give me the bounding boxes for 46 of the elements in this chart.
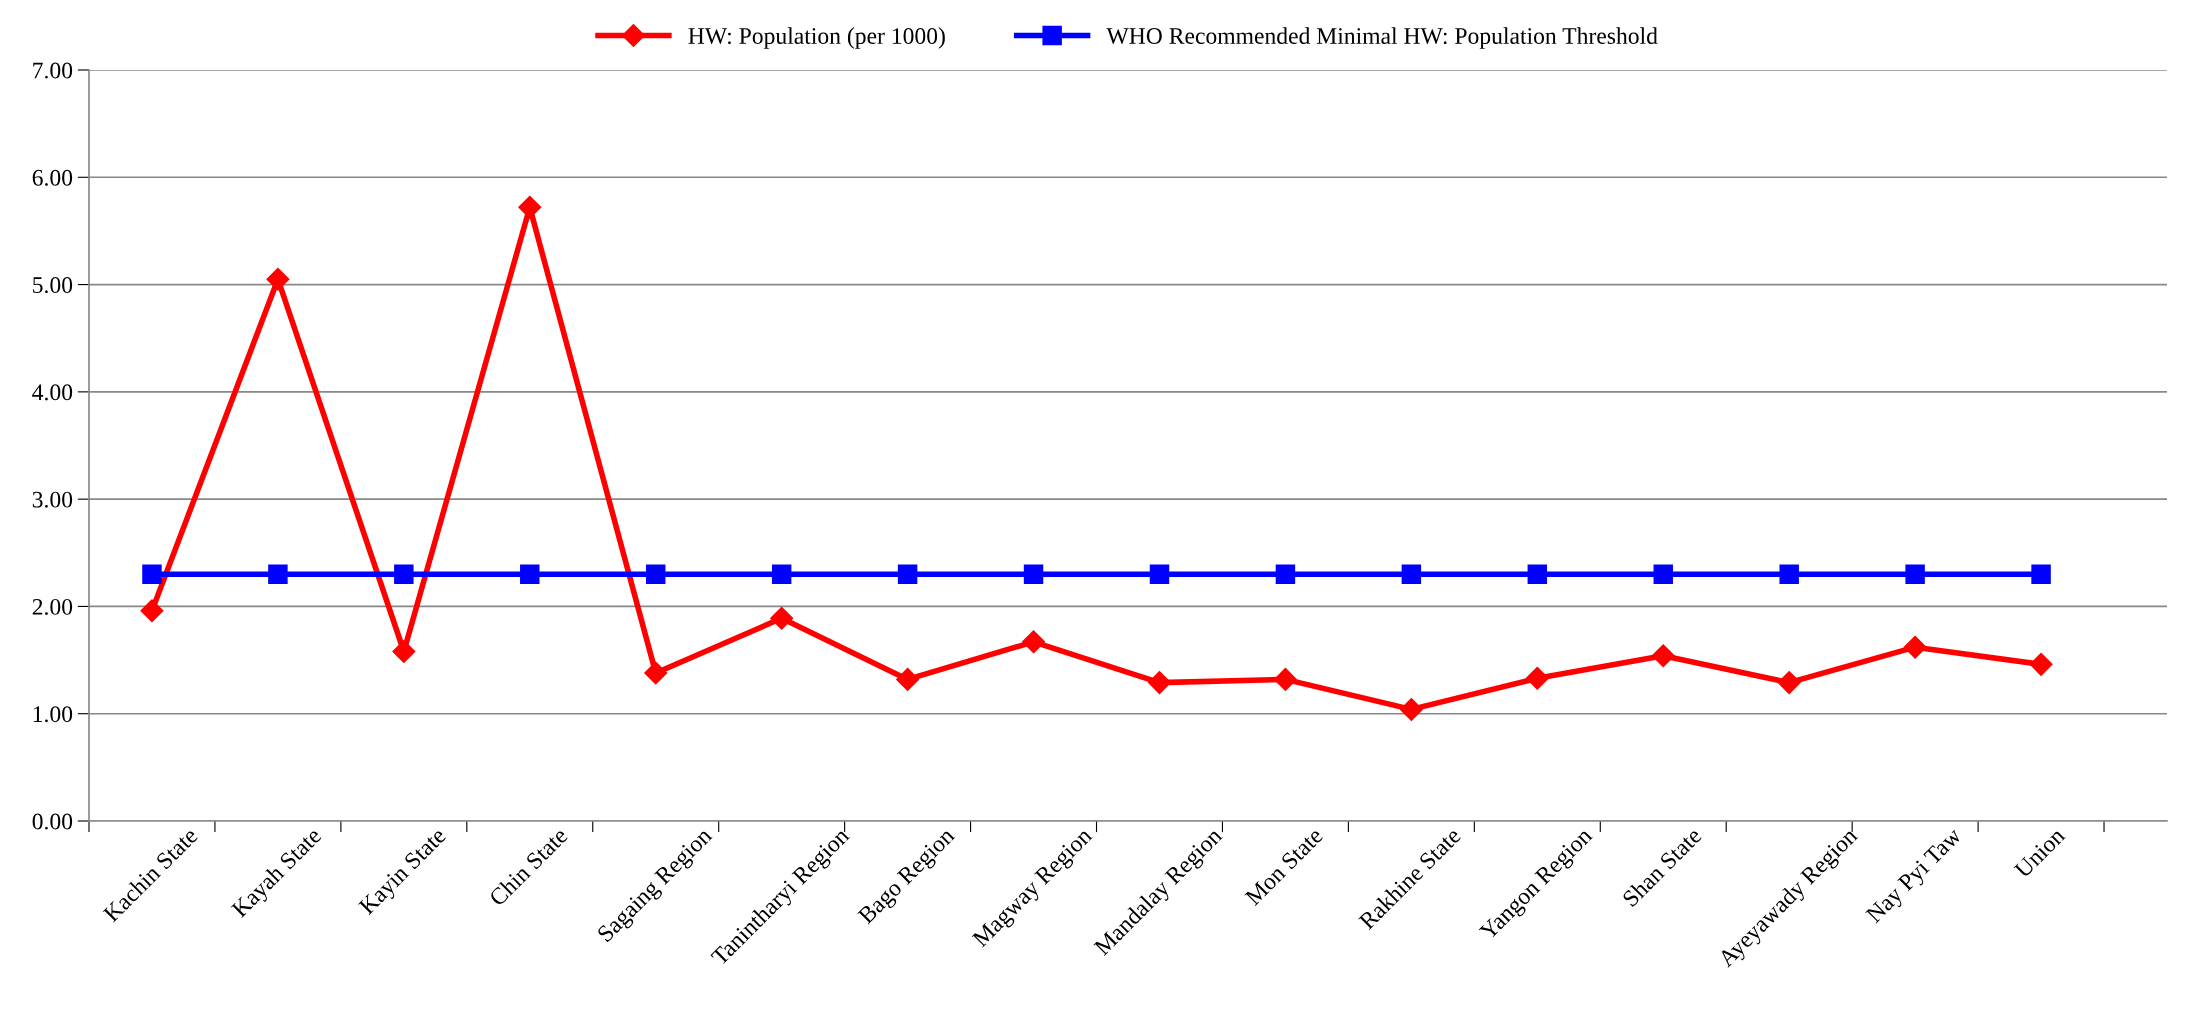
point <box>896 667 920 691</box>
y-tick-label: 4.00 <box>32 384 73 401</box>
point <box>1273 667 1297 691</box>
point <box>1653 564 1673 584</box>
point <box>771 564 792 584</box>
y-tick-label: 7.00 <box>33 62 73 79</box>
point <box>2031 564 2051 584</box>
x-tick-label: Nay Pyi Taw <box>1865 826 1966 928</box>
point <box>1777 671 1801 695</box>
point <box>770 606 794 630</box>
legend-label: HW: Population (per 1000) <box>688 27 945 49</box>
point <box>268 564 288 584</box>
point <box>1527 564 1548 584</box>
point <box>392 639 416 663</box>
point <box>1779 564 1799 584</box>
point <box>1399 697 1423 721</box>
point <box>394 564 414 584</box>
y-tick-label: 5.00 <box>33 277 73 294</box>
x-tick-label: Shan State <box>1621 826 1703 908</box>
point <box>520 564 540 584</box>
point <box>1651 644 1675 668</box>
y-tick-label: 3.00 <box>32 491 73 508</box>
point <box>1401 564 1422 584</box>
x-tick-label: Chin State <box>487 826 569 907</box>
point <box>1149 564 1170 584</box>
point <box>2029 652 2053 676</box>
point <box>1903 635 1927 659</box>
y-tick-label: 1.00 <box>33 706 73 723</box>
point <box>646 564 666 584</box>
point <box>518 195 542 219</box>
point <box>142 564 162 584</box>
point <box>1905 564 1925 584</box>
legend-label: WHO Recommended Minimal HW: Population Threshold <box>1106 27 1658 49</box>
point <box>1023 564 1044 584</box>
point <box>1525 666 1549 690</box>
point <box>1022 630 1046 654</box>
x-tick-label: Mon State <box>1244 826 1324 907</box>
point <box>1147 671 1171 695</box>
point <box>897 564 918 584</box>
y-tick-label: 0.00 <box>32 813 73 830</box>
point <box>644 661 668 685</box>
point <box>266 267 290 291</box>
point <box>140 599 164 623</box>
y-tick-label: 2.00 <box>32 598 73 615</box>
point <box>1275 564 1296 584</box>
y-tick-label: 6.00 <box>32 169 73 186</box>
